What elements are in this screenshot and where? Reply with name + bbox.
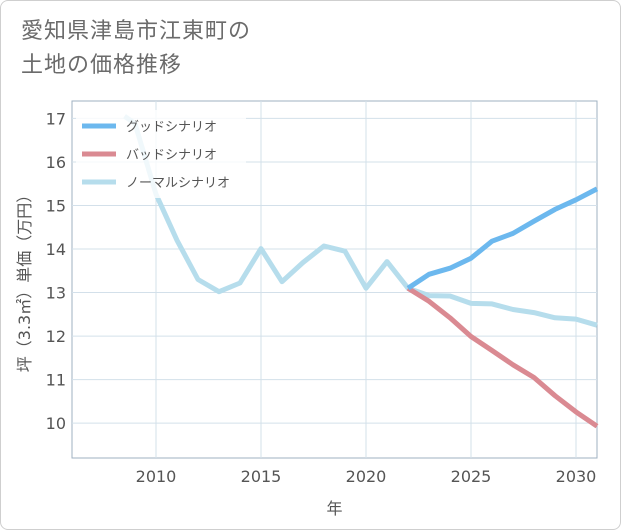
x-tick-label: 2025 xyxy=(451,467,492,486)
y-tick-label: 15 xyxy=(46,196,66,215)
legend-label: グッドシナリオ xyxy=(126,120,217,135)
chart-title: 愛知県津島市江東町の 土地の価格推移 xyxy=(21,15,581,83)
series-line-1 xyxy=(406,186,599,291)
x-tick-label: 2015 xyxy=(241,467,282,486)
y-tick-label: 14 xyxy=(46,240,66,259)
y-tick-label: 13 xyxy=(46,284,66,303)
chart-title-line-1: 愛知県津島市江東町の xyxy=(21,19,252,44)
y-axis-title: 坪（3.3㎡）単価（万円） xyxy=(15,187,34,372)
x-tick-label: 2020 xyxy=(346,467,387,486)
legend-label: ノーマルシナリオ xyxy=(126,176,230,191)
x-axis-title: 年 xyxy=(326,499,342,518)
series-line-3 xyxy=(123,114,598,328)
plot-frame xyxy=(71,100,598,459)
y-tick-label: 16 xyxy=(46,153,66,172)
x-tick-label: 2010 xyxy=(136,467,177,486)
y-tick-label: 10 xyxy=(46,414,66,433)
series-line-2 xyxy=(406,286,599,429)
chart-title-line-2: 土地の価格推移 xyxy=(21,53,183,78)
axes: 2010 2015 2020 2025 2030 10 11 12 13 14 15 16 17 xyxy=(46,109,597,486)
series-group xyxy=(123,114,599,429)
y-tick-label: 12 xyxy=(46,327,66,346)
y-tick-label: 11 xyxy=(46,371,66,390)
x-tick-label: 2030 xyxy=(556,467,597,486)
y-tick-label: 17 xyxy=(46,109,66,128)
legend-label: バッドシナリオ xyxy=(126,148,217,163)
